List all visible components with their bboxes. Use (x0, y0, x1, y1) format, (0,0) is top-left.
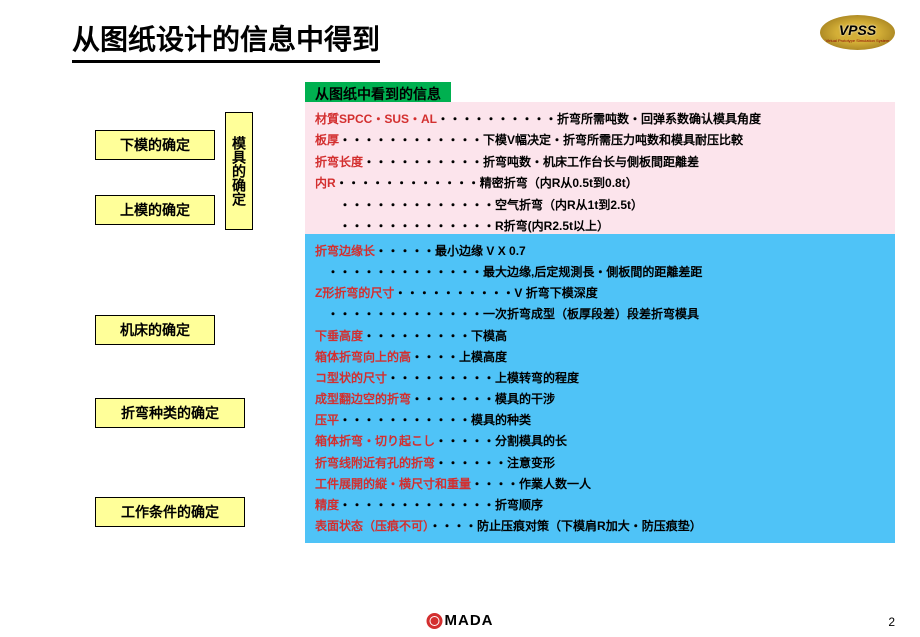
amada-disc-icon (427, 613, 443, 629)
info-line: ・・・・・・・・・・・・・最大边缘,后定规測長・側板間的距離差距 (315, 262, 885, 282)
info-line: 折弯长度・・・・・・・・・・折弯吨数・机床工作台长与側板間距離差 (315, 152, 885, 172)
pink-info-box: 材質SPCC・SUS・AL・・・・・・・・・・折弯所需吨数・回弹系数确认模具角度… (305, 102, 895, 243)
info-line: 箱体折弯・切り起こし・・・・・分割模具的长 (315, 431, 885, 451)
info-line: 内R・・・・・・・・・・・・精密折弯（内R从0.5t到0.8t） (315, 173, 885, 193)
info-line: ・・・・・・・・・・・・・空气折弯（内R从1t到2.5t） (315, 195, 885, 215)
info-line: 表面状态（压痕不可）・・・・防止压痕对策（下模肩R加大・防压痕垫） (315, 516, 885, 536)
footer-brand: MADA (445, 612, 494, 629)
lower-mold-button: 下模的确定 (95, 130, 215, 160)
logo-subtitle: Virtual Prototype Simulation System (826, 38, 890, 43)
info-line: 折弯边缘长・・・・・最小边缘 V X 0.7 (315, 241, 885, 261)
info-line: 精度・・・・・・・・・・・・・折弯顺序 (315, 495, 885, 515)
logo-text: VPSS (839, 22, 876, 38)
info-line: 下垂高度・・・・・・・・・下模高 (315, 326, 885, 346)
work-condition-button: 工作条件的确定 (95, 497, 245, 527)
info-line: 板厚・・・・・・・・・・・・下模V幅决定・折弯所需压力吨数和模具耐压比較 (315, 130, 885, 150)
footer-logo: MADA (427, 612, 494, 629)
page-title: 从图纸设计的信息中得到 (72, 18, 380, 63)
machine-button: 机床的确定 (95, 315, 215, 345)
info-line: ・・・・・・・・・・・・・一次折弯成型（板厚段差）段差折弯模具 (315, 304, 885, 324)
info-line: 折弯线附近有孔的折弯・・・・・・注意变形 (315, 453, 885, 473)
info-line: 箱体折弯向上的高・・・・上模高度 (315, 347, 885, 367)
info-line: 材質SPCC・SUS・AL・・・・・・・・・・折弯所需吨数・回弹系数确认模具角度 (315, 109, 885, 129)
info-line: コ型状的尺寸・・・・・・・・・上模转弯的程度 (315, 368, 885, 388)
vpss-logo: VPSS Virtual Prototype Simulation System (820, 15, 895, 50)
bend-type-button: 折弯种类的确定 (95, 398, 245, 428)
blue-info-box: 折弯边缘长・・・・・最小边缘 V X 0.7 ・・・・・・・・・・・・・最大边缘… (305, 234, 895, 543)
info-line: 成型翻边空的折弯・・・・・・・模具的干涉 (315, 389, 885, 409)
info-line: 工件展開的縦・横尺寸和重量・・・・作業人数一人 (315, 474, 885, 494)
info-line: Z形折弯的尺寸・・・・・・・・・・V 折弯下模深度 (315, 283, 885, 303)
upper-mold-button: 上模的确定 (95, 195, 215, 225)
page-number: 2 (888, 615, 895, 629)
info-line: 压平・・・・・・・・・・・模具的种类 (315, 410, 885, 430)
mold-determine-button: 模具的确定 (225, 112, 253, 230)
